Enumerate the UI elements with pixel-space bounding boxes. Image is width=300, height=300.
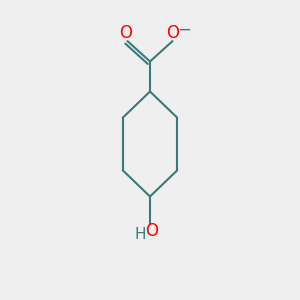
Text: H: H	[134, 227, 146, 242]
Text: O: O	[119, 24, 133, 42]
Text: O: O	[145, 222, 158, 240]
Text: −: −	[178, 21, 191, 39]
Text: ·: ·	[144, 222, 150, 240]
Text: O: O	[167, 24, 180, 42]
